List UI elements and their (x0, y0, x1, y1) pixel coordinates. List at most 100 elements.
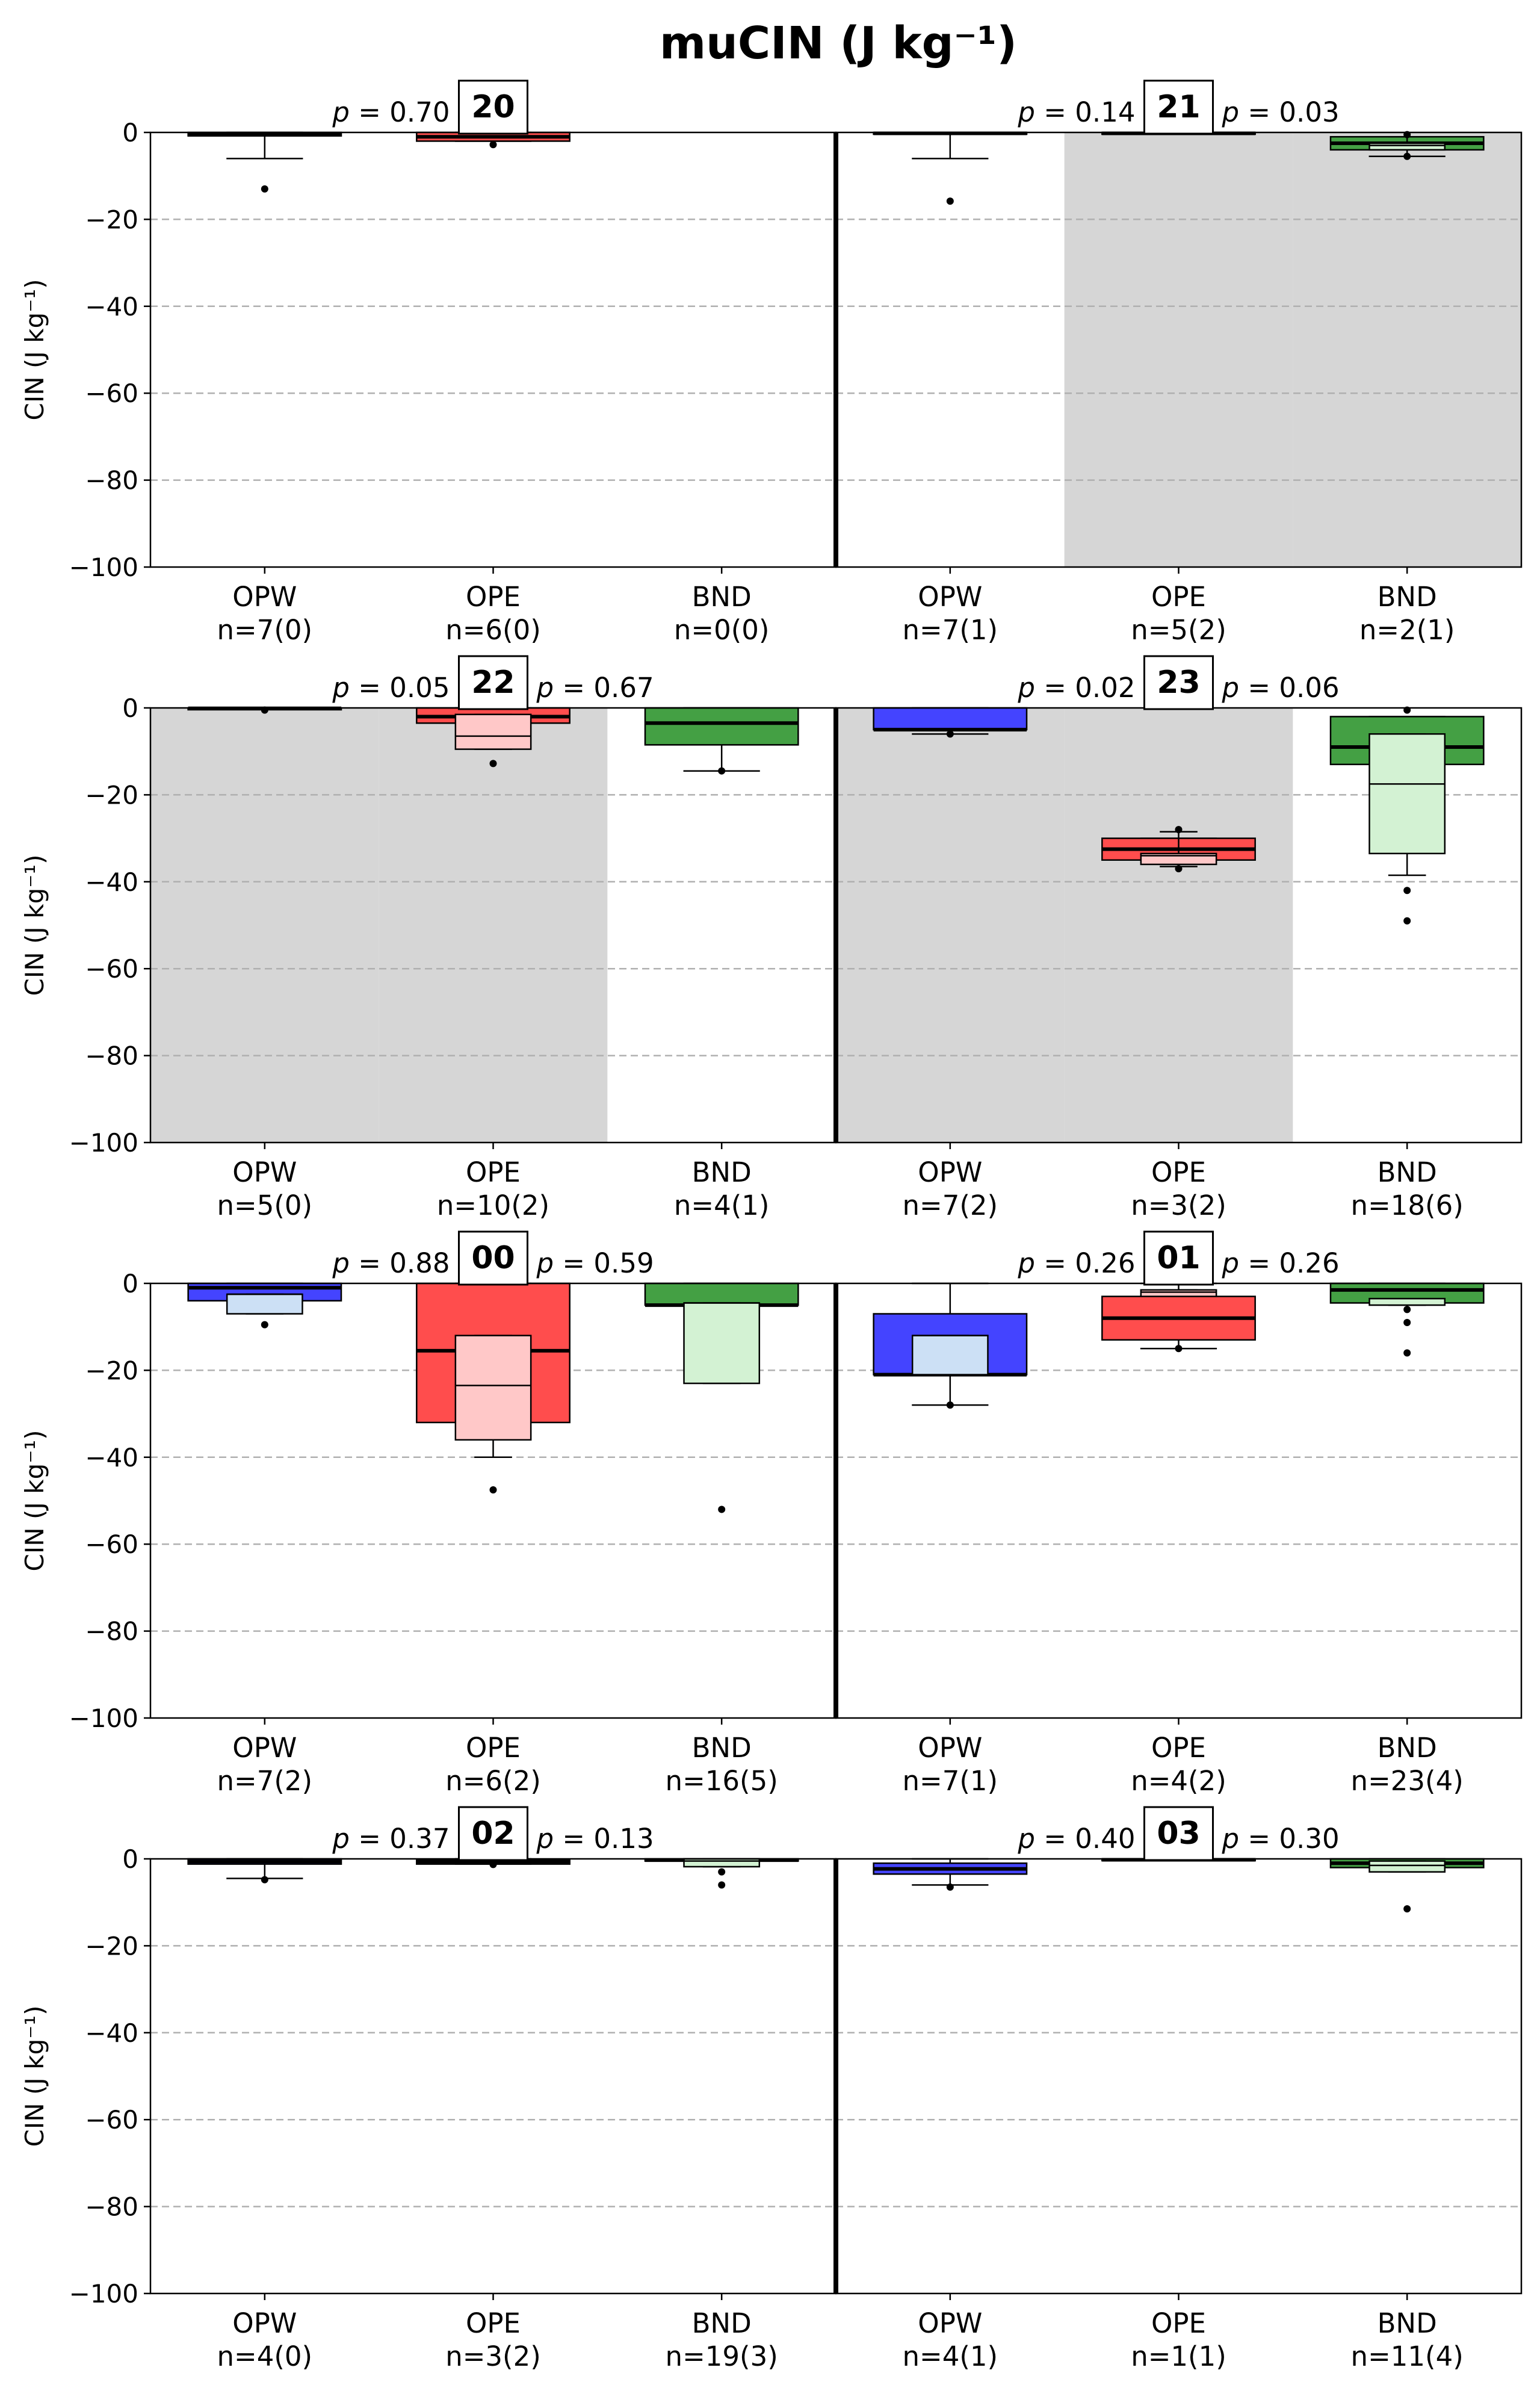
inner-box-BND-flier (1403, 917, 1411, 925)
sample-count: n=7(0) (217, 614, 313, 646)
sample-count: n=7(1) (903, 614, 998, 646)
box-OPW-flier (946, 1401, 954, 1409)
inner-box-BND-flier (718, 1868, 726, 1876)
sample-count: n=6(0) (445, 614, 541, 646)
box-OPW-flier (946, 197, 954, 205)
panel-label: 00 (471, 1240, 515, 1276)
x-tick-label: OPW (918, 1156, 982, 1188)
sample-count: n=5(2) (1131, 614, 1226, 646)
x-tick-label: OPE (466, 1732, 521, 1764)
sample-count: n=4(0) (217, 2340, 313, 2372)
x-tick-label: OPW (232, 581, 297, 613)
y-tick-label: −60 (85, 1530, 138, 1559)
y-tick-label: 0 (122, 118, 138, 147)
sample-count: n=3(2) (445, 2340, 541, 2372)
sample-count: n=5(0) (217, 1189, 313, 1221)
p-value-left: p = 0.05 (332, 672, 450, 704)
sample-count: n=7(2) (217, 1765, 313, 1797)
inner-box-OPE-box (454, 1335, 532, 1441)
p-value-left: p = 0.02 (1017, 672, 1135, 704)
y-tick-label: −80 (85, 466, 138, 495)
y-tick-label: −40 (85, 292, 138, 321)
y-tick-label: 0 (122, 693, 138, 723)
inner-box-OPE-box (1140, 1289, 1217, 1297)
p-value-left: p = 0.70 (332, 96, 450, 128)
inner-box-OPE-box (454, 713, 532, 750)
y-tick-label: −80 (85, 2192, 138, 2222)
shade-OPW (836, 708, 1065, 1143)
inner-box-OPW-flier (261, 1321, 268, 1329)
y-tick-label: −100 (69, 1704, 138, 1733)
sample-count: n=23(4) (1351, 1765, 1464, 1797)
sample-count: n=1(1) (1131, 2340, 1226, 2372)
sample-count: n=0(0) (674, 614, 770, 646)
panel-label-box (458, 79, 528, 135)
box-OPW-flier (946, 1883, 954, 1891)
x-tick-label: OPW (918, 581, 982, 613)
figure-title: muCIN (J kg⁻¹) (660, 17, 1017, 69)
inner-box-BND-box (1368, 1860, 1446, 1873)
x-tick-label: BND (692, 1732, 752, 1764)
x-tick-label: BND (692, 2307, 752, 2339)
shade-OPE (1064, 708, 1293, 1143)
sample-count: n=16(5) (666, 1765, 778, 1797)
panel-label: 20 (471, 89, 515, 125)
panel-label: 02 (471, 1816, 515, 1852)
y-tick-label: −80 (85, 1617, 138, 1646)
inner-box-BND-box (1368, 1298, 1446, 1306)
inner-box-BND-box (683, 1302, 761, 1385)
shade-OPE (379, 708, 608, 1143)
y-axis-label: CIN (J kg⁻¹) (20, 2006, 49, 2147)
x-tick-label: OPW (918, 1732, 982, 1764)
shade-OPW (150, 708, 379, 1143)
y-tick-label: −20 (85, 205, 138, 234)
box-OPW-flier (946, 730, 954, 738)
panel-label: 01 (1157, 1240, 1200, 1276)
y-tick-label: 0 (122, 1269, 138, 1298)
x-tick-label: BND (692, 581, 752, 613)
p-value-right: p = 0.67 (536, 672, 654, 704)
panel-label-box (1143, 79, 1214, 135)
box-BND-flier (1403, 1349, 1411, 1357)
p-value-left: p = 0.26 (1017, 1247, 1135, 1279)
x-tick-label: OPW (918, 2307, 982, 2339)
y-tick-label: −60 (85, 379, 138, 408)
inner-box-BND-box (1368, 733, 1446, 855)
shade-OPE (1064, 132, 1293, 567)
p-value-left: p = 0.37 (332, 1823, 450, 1855)
sample-count: n=4(2) (1131, 1765, 1226, 1797)
x-tick-label: OPE (1151, 2307, 1206, 2339)
sample-count: n=4(1) (903, 2340, 998, 2372)
x-tick-label: OPE (466, 1156, 521, 1188)
sample-count: n=19(3) (666, 2340, 778, 2372)
box-OPW-box (873, 707, 1028, 731)
box-OPE-flier (489, 141, 497, 149)
panel-frame (149, 131, 837, 568)
box-BND-box (644, 1282, 799, 1306)
y-tick-label: −100 (69, 2279, 138, 2309)
inner-box-OPE-flier (489, 1486, 497, 1493)
y-tick-label: −40 (85, 867, 138, 897)
x-tick-label: BND (1378, 1732, 1437, 1764)
inner-box-BND-box (1368, 142, 1446, 151)
y-tick-label: −60 (85, 954, 138, 984)
y-tick-label: −20 (85, 1931, 138, 1961)
panel-label-box (1143, 1806, 1214, 1861)
x-tick-label: BND (1378, 2307, 1437, 2339)
y-tick-label: −100 (69, 1128, 138, 1158)
box-OPE-flier (489, 1861, 497, 1868)
x-tick-label: BND (692, 1156, 752, 1188)
sample-count: n=2(1) (1359, 614, 1455, 646)
inner-box-BND-flier (718, 1881, 726, 1889)
sample-count: n=7(1) (903, 1765, 998, 1797)
y-axis-label: CIN (J kg⁻¹) (20, 1430, 49, 1572)
box-BND-box (644, 707, 799, 746)
inner-box-OPE-flier (1175, 865, 1183, 873)
